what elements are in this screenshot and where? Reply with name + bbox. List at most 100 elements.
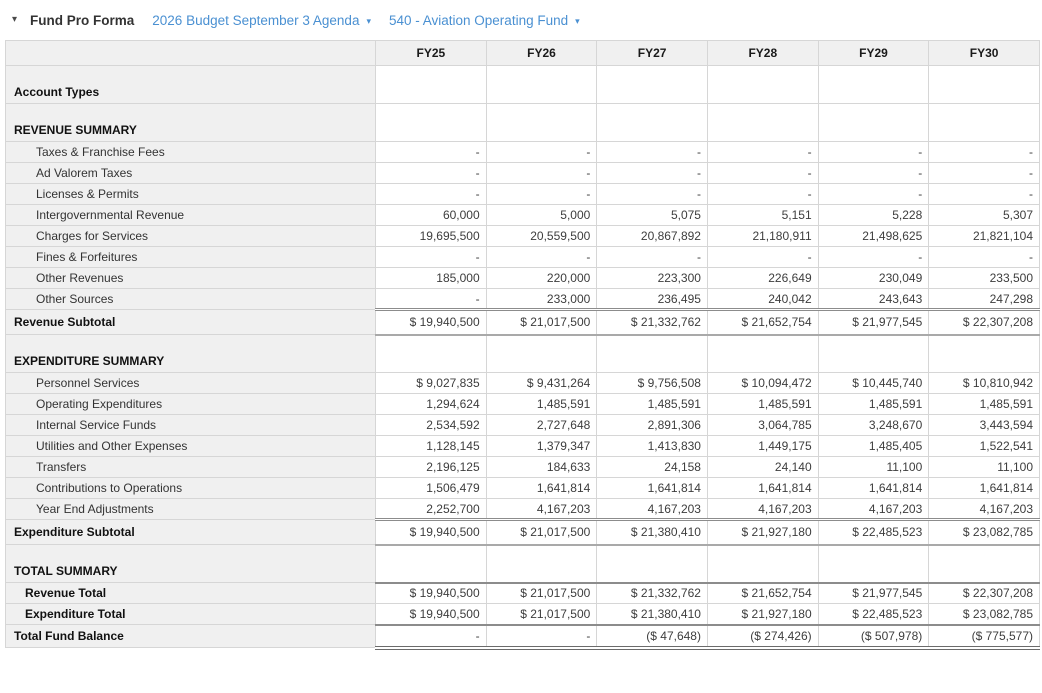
chevron-down-icon: ▾ bbox=[366, 15, 371, 26]
table-row: REVENUE SUMMARY bbox=[5, 103, 1040, 142]
cell-fy27: - bbox=[596, 162, 708, 184]
cell-fy29 bbox=[817, 544, 930, 583]
column-header-fy27: FY27 bbox=[596, 40, 708, 66]
cell-fy30: - bbox=[928, 162, 1040, 184]
table-row: Revenue Total $ 19,940,500 $ 21,017,500 $ 2… bbox=[5, 581, 1040, 604]
cell-fy25: - bbox=[375, 288, 487, 310]
cell-fy26: 4,167,203 bbox=[485, 498, 598, 520]
cell-fy27: $ 9,756,508 bbox=[596, 372, 708, 394]
cell-fy26: $ 21,017,500 bbox=[485, 518, 598, 546]
cell-fy29: - bbox=[817, 162, 930, 184]
cell-fy25: $ 19,940,500 bbox=[375, 603, 487, 626]
row-label: Ad Valorem Taxes bbox=[5, 162, 376, 184]
row-label: TOTAL SUMMARY bbox=[5, 544, 376, 583]
cell-fy28: $ 21,927,180 bbox=[706, 603, 819, 626]
cell-fy29: $ 22,485,523 bbox=[817, 518, 930, 546]
pro-forma-table: FY25 FY26 FY27 FY28 FY29 FY30 Account Types RE… bbox=[5, 40, 1040, 650]
cell-fy29: $ 10,445,740 bbox=[817, 372, 930, 394]
cell-fy28: $ 21,927,180 bbox=[706, 518, 819, 546]
cell-fy29: 3,248,670 bbox=[817, 414, 930, 436]
cell-fy27: 24,158 bbox=[596, 456, 708, 478]
cell-fy30 bbox=[928, 103, 1040, 142]
cell-fy30: 11,100 bbox=[928, 456, 1040, 478]
cell-fy28 bbox=[706, 65, 819, 104]
cell-fy26 bbox=[485, 103, 598, 142]
row-label: Revenue Subtotal bbox=[5, 309, 376, 335]
table-row: Taxes & Franchise Fees - - - - - - bbox=[5, 141, 1040, 163]
cell-fy26: 220,000 bbox=[485, 267, 598, 289]
cell-fy30 bbox=[928, 65, 1040, 104]
cell-fy27: 4,167,203 bbox=[596, 498, 708, 520]
cell-fy25: - bbox=[375, 183, 487, 205]
cell-fy29: 4,167,203 bbox=[817, 498, 930, 520]
cell-fy29 bbox=[817, 103, 930, 142]
row-label: Total Fund Balance bbox=[5, 624, 376, 648]
cell-fy26: $ 21,017,500 bbox=[485, 603, 598, 626]
cell-fy25: 60,000 bbox=[375, 204, 487, 226]
row-label: Expenditure Total bbox=[5, 603, 376, 625]
chevron-down-icon: ▾ bbox=[575, 15, 580, 26]
row-label: EXPENDITURE SUMMARY bbox=[5, 334, 376, 373]
cell-fy28 bbox=[706, 103, 819, 142]
table-row: Total Fund Balance - - ($ 47,648) ($ 274,426… bbox=[5, 624, 1040, 650]
cell-fy25: 2,196,125 bbox=[375, 456, 487, 478]
cell-fy30: $ 22,307,208 bbox=[928, 308, 1040, 336]
collapse-section-icon[interactable]: ▾ bbox=[12, 14, 18, 25]
cell-fy27: $ 21,380,410 bbox=[596, 603, 708, 626]
cell-fy28: - bbox=[706, 183, 819, 205]
cell-fy26: $ 21,017,500 bbox=[485, 308, 598, 336]
cell-fy29: $ 21,977,545 bbox=[817, 308, 930, 336]
row-label: Contributions to Operations bbox=[5, 477, 376, 499]
table-row: Internal Service Funds 2,534,592 2,727,648… bbox=[5, 414, 1040, 436]
table-row: Expenditure Subtotal $ 19,940,500 $ 21,017… bbox=[5, 518, 1040, 546]
row-label: Year End Adjustments bbox=[5, 498, 376, 520]
cell-fy29 bbox=[817, 334, 930, 373]
table-row: EXPENDITURE SUMMARY bbox=[5, 334, 1040, 373]
column-header-fy29: FY29 bbox=[817, 40, 930, 66]
table-row: Expenditure Total $ 19,940,500 $ 21,017,50… bbox=[5, 603, 1040, 626]
cell-fy29: - bbox=[817, 246, 930, 268]
cell-fy27: - bbox=[596, 141, 708, 163]
table-row: Charges for Services 19,695,500 20,559,500… bbox=[5, 225, 1040, 247]
column-header-fy28: FY28 bbox=[706, 40, 819, 66]
cell-fy28: 24,140 bbox=[706, 456, 819, 478]
cell-fy27: $ 21,332,762 bbox=[596, 308, 708, 336]
cell-fy27 bbox=[596, 65, 708, 104]
cell-fy25: 185,000 bbox=[375, 267, 487, 289]
table-body: Account Types REVENUE SUMMARY Taxes & Fran… bbox=[5, 65, 1040, 650]
column-header-fy30: FY30 bbox=[928, 40, 1040, 66]
cell-fy30: 5,307 bbox=[928, 204, 1040, 226]
cell-fy28: 21,180,911 bbox=[706, 225, 819, 247]
cell-fy26: 233,000 bbox=[485, 288, 598, 310]
toolbar: ▾ Fund Pro Forma 2026 Budget September 3… bbox=[0, 0, 1042, 40]
cell-fy25: $ 9,027,835 bbox=[375, 372, 487, 394]
budget-selector[interactable]: 2026 Budget September 3 Agenda ▾ bbox=[152, 13, 371, 28]
row-label: Other Sources bbox=[5, 288, 376, 310]
column-header-row: FY25 FY26 FY27 FY28 FY29 FY30 bbox=[5, 40, 1040, 66]
cell-fy26: - bbox=[485, 162, 598, 184]
table-row: Contributions to Operations 1,506,479 1,64… bbox=[5, 477, 1040, 499]
fund-selector[interactable]: 540 - Aviation Operating Fund ▾ bbox=[389, 13, 580, 28]
cell-fy27: ($ 47,648) bbox=[596, 624, 708, 650]
cell-fy26: 20,559,500 bbox=[485, 225, 598, 247]
cell-fy26: - bbox=[485, 246, 598, 268]
fund-selector-label: 540 - Aviation Operating Fund bbox=[388, 12, 569, 28]
cell-fy25: $ 19,940,500 bbox=[375, 581, 487, 604]
cell-fy27 bbox=[596, 334, 708, 373]
cell-fy25 bbox=[375, 544, 487, 583]
cell-fy30: - bbox=[928, 246, 1040, 268]
cell-fy30: 233,500 bbox=[928, 267, 1040, 289]
cell-fy27: - bbox=[596, 246, 708, 268]
cell-fy27: $ 21,332,762 bbox=[596, 581, 708, 604]
cell-fy30 bbox=[928, 544, 1040, 583]
cell-fy25: 1,294,624 bbox=[375, 393, 487, 415]
cell-fy30: $ 22,307,208 bbox=[928, 581, 1040, 604]
cell-fy28: 4,167,203 bbox=[706, 498, 819, 520]
cell-fy29: - bbox=[817, 141, 930, 163]
cell-fy25: - bbox=[375, 246, 487, 268]
cell-fy26: 1,379,347 bbox=[485, 435, 598, 457]
cell-fy27: 1,413,830 bbox=[596, 435, 708, 457]
cell-fy26: 1,485,591 bbox=[485, 393, 598, 415]
cell-fy25: $ 19,940,500 bbox=[375, 518, 487, 546]
cell-fy29: $ 22,485,523 bbox=[817, 603, 930, 626]
